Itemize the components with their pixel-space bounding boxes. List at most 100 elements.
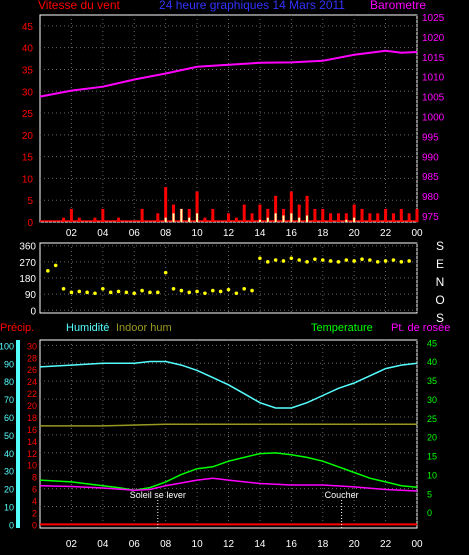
wind-speed-axis-label: Vitesse du vent xyxy=(38,0,120,12)
wind-speed-tick-label: 30 xyxy=(22,87,34,98)
temperature-tick-label: 45 xyxy=(427,338,437,348)
wind-direction-point xyxy=(281,259,286,263)
wind-speed-bar xyxy=(203,217,207,222)
wind-speed-bar xyxy=(211,208,215,222)
wind-speed-tick-label: 45 xyxy=(22,22,34,33)
time-tick-label: 08 xyxy=(160,539,172,550)
wind-direction-point xyxy=(156,290,160,295)
wind-direction-point xyxy=(360,257,364,261)
wind-speed-bar xyxy=(140,208,144,222)
time-tick-label: 12 xyxy=(223,539,235,550)
time-tick-label: 18 xyxy=(317,228,329,239)
humidity-tick-label: 80 xyxy=(4,377,14,387)
wind-speed-bar xyxy=(69,208,73,222)
wind-speed-bar xyxy=(368,213,372,222)
direction-tick-label: 90 xyxy=(25,290,37,301)
gust-bar xyxy=(172,213,175,222)
temperature-tick-label: 10 xyxy=(427,470,437,480)
precip-tick-label: 30 xyxy=(27,341,37,351)
barometer-tick-label: 980 xyxy=(422,192,439,203)
time-tick-label: 02 xyxy=(66,228,78,239)
wind-direction-point xyxy=(116,289,121,294)
gust-bar xyxy=(196,213,199,222)
direction-tick-label: 270 xyxy=(19,258,36,269)
wind-direction-point xyxy=(108,290,113,295)
temperature-tick-label: 0 xyxy=(427,508,432,518)
wind-direction-point xyxy=(226,287,231,292)
wind-direction-point xyxy=(250,288,254,293)
wind-direction-point xyxy=(375,260,380,264)
precip-tick-label: 24 xyxy=(27,377,37,387)
wind-direction-point xyxy=(328,259,333,263)
barometer-line xyxy=(39,49,418,98)
gust-bar xyxy=(188,217,191,222)
gust-bar xyxy=(180,208,183,222)
direction-label-s: S xyxy=(436,239,444,253)
time-tick-label: 00 xyxy=(411,539,423,550)
wind-direction-point xyxy=(289,256,294,261)
legend-item: Indoor hum xyxy=(116,322,172,334)
wind-direction-point xyxy=(313,257,317,261)
wind-speed-bar xyxy=(242,204,246,222)
wind-direction-point xyxy=(171,286,176,291)
humidity-tick-label: 50 xyxy=(4,431,14,441)
gust-bar xyxy=(306,215,309,222)
time-tick-label: 10 xyxy=(192,539,204,550)
temperature-tick-label: 5 xyxy=(427,489,432,499)
wind-speed-bar xyxy=(62,217,66,222)
legend-item: Précip. xyxy=(0,322,34,334)
precip-tick-label: 16 xyxy=(27,425,37,435)
wind-speed-bar xyxy=(360,208,364,222)
wind-direction-point xyxy=(210,288,215,293)
indoor-hum-line xyxy=(40,423,417,427)
barometer-tick-label: 995 xyxy=(422,132,439,143)
wind-direction-point xyxy=(399,260,404,264)
wind-speed-bar xyxy=(336,213,340,222)
wind-speed-tick-label: 40 xyxy=(22,44,34,55)
wind-direction-point xyxy=(140,288,144,293)
wind-direction-point xyxy=(336,260,341,264)
wind-speed-bar xyxy=(415,208,419,222)
wind-speed-bar xyxy=(77,217,81,222)
wind-direction-point xyxy=(85,290,89,295)
wind-direction-point xyxy=(368,258,372,262)
wind-speed-bar xyxy=(250,213,254,222)
legend-item: Humidité xyxy=(66,322,109,334)
gust-bar xyxy=(282,215,285,222)
wind-speed-bar xyxy=(101,208,105,222)
time-tick-label: 04 xyxy=(97,228,109,239)
wind-speed-tick-label: 15 xyxy=(22,153,34,164)
wind-speed-bar xyxy=(195,191,199,222)
precip-tick-label: 4 xyxy=(32,497,37,507)
barometer-tick-label: 1010 xyxy=(422,73,445,84)
wind-speed-bar xyxy=(266,208,270,222)
wind-direction-point xyxy=(234,291,239,296)
barometer-tick-label: 975 xyxy=(422,212,439,223)
direction-label-o: O xyxy=(435,293,444,307)
gust-bar xyxy=(164,217,167,222)
wind-speed-bar xyxy=(234,217,238,222)
wind-speed-bar xyxy=(376,213,380,222)
wind-direction-point xyxy=(101,286,105,291)
wind-speed-tick-label: 25 xyxy=(22,109,34,120)
wind-speed-tick-label: 35 xyxy=(22,65,34,76)
wind-direction-point xyxy=(218,289,223,294)
time-tick-label: 06 xyxy=(129,539,141,550)
direction-tick-label: 360 xyxy=(19,242,36,253)
wind-speed-bar xyxy=(321,208,325,222)
barometer-tick-label: 990 xyxy=(422,152,439,163)
wind-speed-bar xyxy=(313,208,317,222)
time-tick-label: 20 xyxy=(349,228,361,239)
precip-tick-label: 20 xyxy=(27,401,37,411)
wind-direction-point xyxy=(407,259,411,263)
gust-bar xyxy=(353,217,356,222)
barometer-tick-label: 1025 xyxy=(422,13,445,24)
legend-item: Pt. de rosée xyxy=(391,322,450,334)
wind-direction-point xyxy=(273,258,278,262)
temperature-tick-label: 20 xyxy=(427,433,437,443)
wind-direction-point xyxy=(391,258,396,262)
humidity-tick-label: 10 xyxy=(4,503,14,513)
wind-speed-tick-label: 20 xyxy=(22,131,34,142)
wind-direction-point xyxy=(77,289,82,294)
